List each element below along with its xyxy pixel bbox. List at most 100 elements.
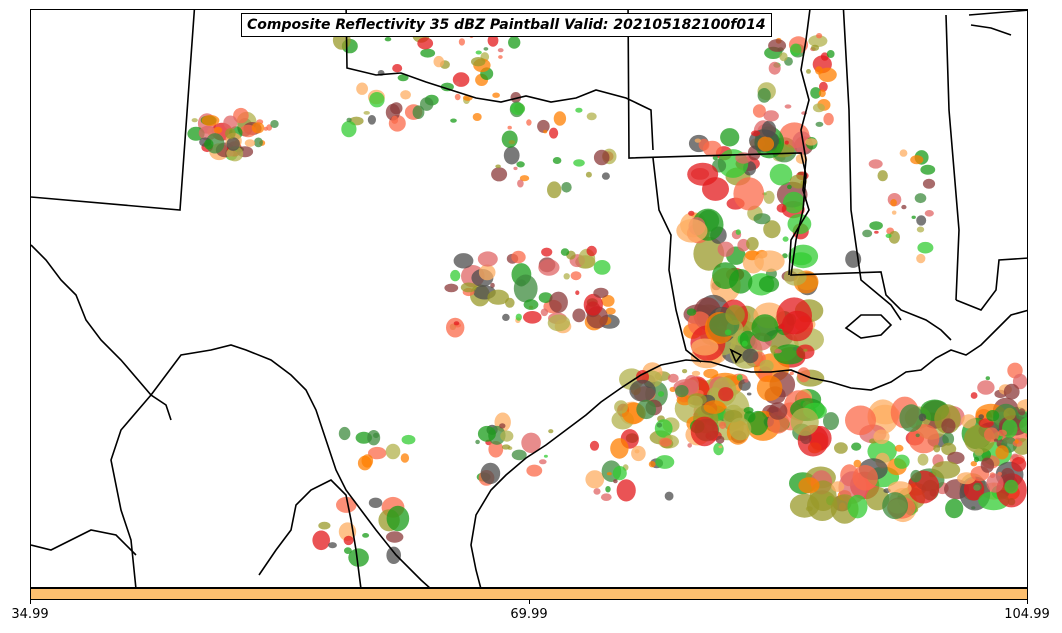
reflectivity-blob	[789, 43, 802, 57]
reflectivity-blobs	[187, 28, 1027, 567]
reflectivity-blob	[810, 87, 822, 99]
reflectivity-blob	[899, 404, 923, 432]
reflectivity-blob	[803, 348, 808, 352]
reflectivity-blob	[613, 479, 618, 484]
reflectivity-blob	[776, 203, 787, 213]
coast-se	[970, 24, 1012, 36]
colorbar-tick-label-min: 34.99	[11, 607, 49, 622]
reflectivity-blob	[328, 542, 337, 549]
boundary-se	[968, 10, 1027, 16]
reflectivity-blob	[348, 548, 369, 567]
reflectivity-blob	[916, 226, 925, 233]
reflectivity-blob	[914, 193, 927, 204]
reflectivity-blob	[400, 90, 411, 100]
reflectivity-blob	[922, 178, 936, 189]
reflectivity-blob	[985, 376, 990, 381]
reflectivity-blob	[589, 440, 600, 451]
reflectivity-blob	[845, 405, 876, 436]
reflectivity-blob	[941, 442, 957, 456]
reflectivity-blob	[667, 373, 679, 383]
boundary-nm-tx	[31, 244, 172, 421]
reflectivity-blob	[908, 424, 940, 454]
reflectivity-blob	[997, 429, 1007, 437]
reflectivity-blob	[266, 124, 273, 131]
reflectivity-blob	[703, 368, 719, 379]
reflectivity-blob	[761, 120, 777, 138]
reflectivity-blob	[336, 496, 357, 513]
reflectivity-blob	[751, 130, 761, 137]
reflectivity-blob	[361, 454, 374, 468]
reflectivity-blob	[526, 464, 543, 477]
reflectivity-blob	[703, 400, 726, 414]
reflectivity-blob	[717, 241, 734, 257]
reflectivity-blob	[499, 423, 506, 429]
reflectivity-blob	[270, 120, 279, 128]
reflectivity-blob	[601, 295, 615, 307]
reflectivity-blob	[852, 465, 878, 491]
reflectivity-blob	[784, 140, 789, 145]
reflectivity-blob	[686, 308, 697, 316]
reflectivity-blob	[585, 470, 605, 489]
reflectivity-blob	[363, 111, 370, 115]
reflectivity-blob	[318, 521, 331, 530]
map-panel[interactable]	[30, 9, 1028, 588]
reflectivity-blob	[818, 67, 837, 82]
boundary-ms-al	[842, 10, 902, 321]
reflectivity-blob	[867, 439, 897, 463]
reflectivity-blob	[480, 462, 501, 485]
reflectivity-blob	[789, 493, 820, 518]
reflectivity-blob	[743, 411, 756, 423]
reflectivity-blob	[718, 387, 734, 402]
reflectivity-blob	[1017, 399, 1027, 412]
reflectivity-blob	[610, 438, 629, 459]
reflectivity-blob	[787, 184, 792, 190]
reflectivity-blob	[690, 416, 719, 447]
reflectivity-blob	[453, 253, 474, 269]
reflectivity-blob	[491, 167, 508, 182]
reflectivity-blob	[933, 444, 941, 453]
reflectivity-blob	[400, 453, 410, 463]
reflectivity-blob	[693, 236, 725, 271]
reflectivity-blob	[851, 442, 862, 451]
reflectivity-blob	[815, 66, 823, 75]
reflectivity-blob	[575, 107, 583, 113]
reflectivity-blob	[911, 215, 916, 219]
reflectivity-blob	[675, 385, 689, 398]
reflectivity-blob	[452, 72, 470, 87]
reflectivity-blob	[874, 230, 879, 234]
boundary-rio-grande	[150, 344, 430, 587]
boundary-mx-3	[258, 479, 362, 587]
reflectivity-blob	[191, 118, 198, 123]
reflectivity-blob	[593, 260, 611, 275]
reflectivity-blob	[312, 530, 331, 551]
reflectivity-blob	[995, 445, 1009, 460]
colorbar-tick-label-max: 104.99	[1004, 607, 1050, 622]
reflectivity-blob	[862, 229, 873, 238]
reflectivity-blob	[942, 432, 955, 446]
reflectivity-blob	[978, 414, 984, 420]
reflectivity-blob	[901, 204, 907, 210]
reflectivity-blob	[368, 446, 387, 460]
reflectivity-blob	[511, 449, 527, 461]
reflectivity-blob	[226, 137, 240, 151]
reflectivity-blob	[450, 118, 457, 123]
reflectivity-blob	[547, 314, 571, 332]
reflectivity-blob	[789, 371, 794, 376]
reflectivity-blob	[537, 119, 550, 133]
reflectivity-blob	[204, 139, 214, 150]
reflectivity-blob	[986, 473, 1004, 493]
reflectivity-blob	[386, 546, 402, 564]
reflectivity-blob	[233, 107, 249, 124]
reflectivity-blob	[519, 175, 530, 182]
reflectivity-blob	[549, 127, 559, 139]
reflectivity-blob	[816, 33, 823, 39]
reflectivity-blob	[973, 456, 980, 463]
reflectivity-blob	[201, 115, 220, 126]
reflectivity-blob	[947, 451, 965, 465]
reflectivity-blob	[885, 233, 892, 238]
state-boundaries	[31, 10, 1027, 587]
reflectivity-blob	[648, 461, 656, 468]
reflectivity-blob	[508, 140, 516, 145]
gulf-coast	[470, 309, 1027, 587]
reflectivity-blob	[513, 166, 518, 171]
